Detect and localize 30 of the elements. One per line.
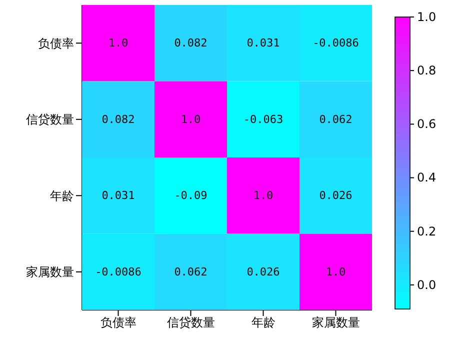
data-label: 1.0 (253, 189, 274, 202)
color-bar-label: 0.2 (417, 224, 436, 238)
color-bar-label: 0.0 (417, 278, 436, 292)
data-label: -0.09 (174, 189, 208, 202)
x-tick-label: 年龄 (251, 316, 276, 330)
y-tick-label: 信贷数量 (26, 112, 74, 127)
data-label: 1.0 (108, 36, 128, 50)
data-label: 0.031 (246, 36, 280, 50)
x-tick-label: 家属数量 (312, 316, 360, 330)
y-tick-label: 年龄 (50, 188, 74, 203)
color-bar-label: 0.4 (417, 170, 436, 185)
y-tick-label: 家属数量 (26, 265, 74, 280)
data-label: -0.0086 (95, 265, 142, 278)
data-label: 1.0 (326, 265, 346, 278)
data-label: 1.0 (180, 112, 201, 126)
data-label: 0.082 (102, 112, 135, 126)
color-bar-label: 1.0 (417, 10, 436, 24)
y-tick-label: 负债率 (38, 36, 74, 50)
data-label: 0.082 (174, 36, 208, 50)
data-label: -0.0086 (312, 36, 359, 50)
color-bar-label: 0.6 (417, 117, 436, 132)
data-label: 0.026 (319, 189, 352, 202)
data-label: 0.026 (246, 265, 280, 278)
data-label: 0.062 (319, 112, 352, 126)
color-bar-label: 0.8 (417, 64, 436, 78)
data-label: -0.063 (243, 112, 284, 126)
data-label: 0.062 (174, 265, 208, 278)
data-label: 0.031 (102, 189, 135, 202)
x-tick-label: 信贷数量 (166, 316, 215, 330)
x-tick-label: 负债率 (100, 316, 136, 330)
